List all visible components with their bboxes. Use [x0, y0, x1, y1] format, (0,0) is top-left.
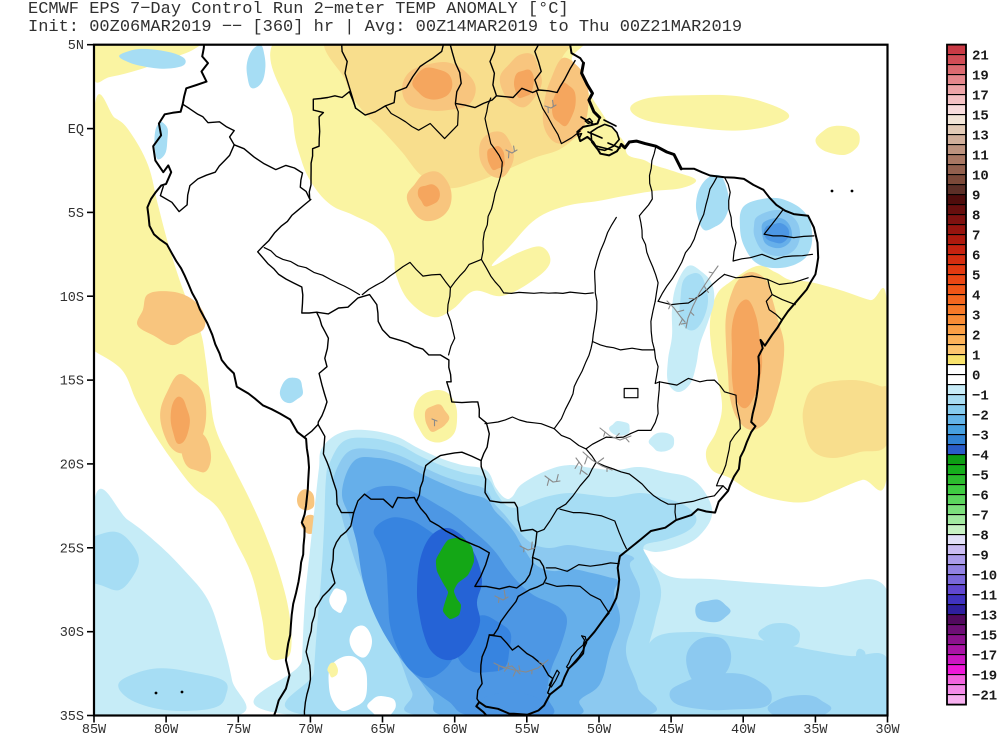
svg-text:11: 11 [972, 149, 989, 165]
svg-text:17: 17 [972, 89, 989, 105]
svg-text:−13: −13 [972, 609, 997, 625]
svg-text:−2: −2 [972, 409, 989, 425]
svg-text:35W: 35W [803, 723, 828, 738]
svg-text:4: 4 [972, 289, 980, 305]
svg-text:65W: 65W [370, 723, 395, 738]
svg-text:−4: −4 [972, 449, 989, 465]
svg-text:15: 15 [972, 109, 989, 125]
svg-text:25S: 25S [60, 542, 84, 557]
svg-text:0: 0 [972, 369, 980, 385]
svg-text:15S: 15S [60, 375, 84, 390]
svg-text:10: 10 [972, 169, 989, 185]
svg-text:−6: −6 [972, 489, 989, 505]
svg-text:−3: −3 [972, 429, 989, 445]
svg-text:21: 21 [972, 49, 989, 65]
svg-text:8: 8 [972, 209, 980, 225]
svg-text:−21: −21 [972, 689, 997, 705]
svg-text:2: 2 [972, 329, 980, 345]
svg-text:−8: −8 [972, 529, 989, 545]
svg-text:55W: 55W [515, 723, 540, 738]
svg-text:70W: 70W [298, 723, 323, 738]
svg-text:−19: −19 [972, 669, 997, 685]
svg-text:50W: 50W [587, 723, 612, 738]
svg-text:−15: −15 [972, 629, 997, 645]
svg-text:13: 13 [972, 129, 989, 145]
svg-text:9: 9 [972, 189, 980, 205]
svg-text:20S: 20S [60, 458, 84, 473]
svg-text:40W: 40W [731, 723, 756, 738]
svg-text:7: 7 [972, 229, 980, 245]
svg-text:5S: 5S [68, 207, 84, 222]
svg-text:−10: −10 [972, 569, 997, 585]
svg-text:10S: 10S [60, 291, 84, 306]
svg-text:−5: −5 [972, 469, 989, 485]
svg-text:1: 1 [972, 349, 980, 365]
svg-text:75W: 75W [226, 723, 251, 738]
svg-text:80W: 80W [154, 723, 179, 738]
svg-text:30W: 30W [875, 723, 900, 738]
svg-text:35S: 35S [60, 710, 84, 725]
svg-text:−1: −1 [972, 389, 989, 405]
svg-text:−9: −9 [972, 549, 989, 565]
svg-text:−7: −7 [972, 509, 989, 525]
svg-text:−17: −17 [972, 649, 997, 665]
svg-text:85W: 85W [82, 723, 107, 738]
svg-text:45W: 45W [659, 723, 684, 738]
svg-text:60W: 60W [443, 723, 468, 738]
svg-text:−11: −11 [972, 589, 997, 605]
svg-text:30S: 30S [60, 626, 84, 641]
svg-text:3: 3 [972, 309, 980, 325]
svg-text:19: 19 [972, 69, 989, 85]
svg-text:5: 5 [972, 269, 980, 285]
svg-text:EQ: EQ [68, 123, 84, 138]
svg-text:5N: 5N [68, 39, 84, 54]
svg-text:6: 6 [972, 249, 980, 265]
